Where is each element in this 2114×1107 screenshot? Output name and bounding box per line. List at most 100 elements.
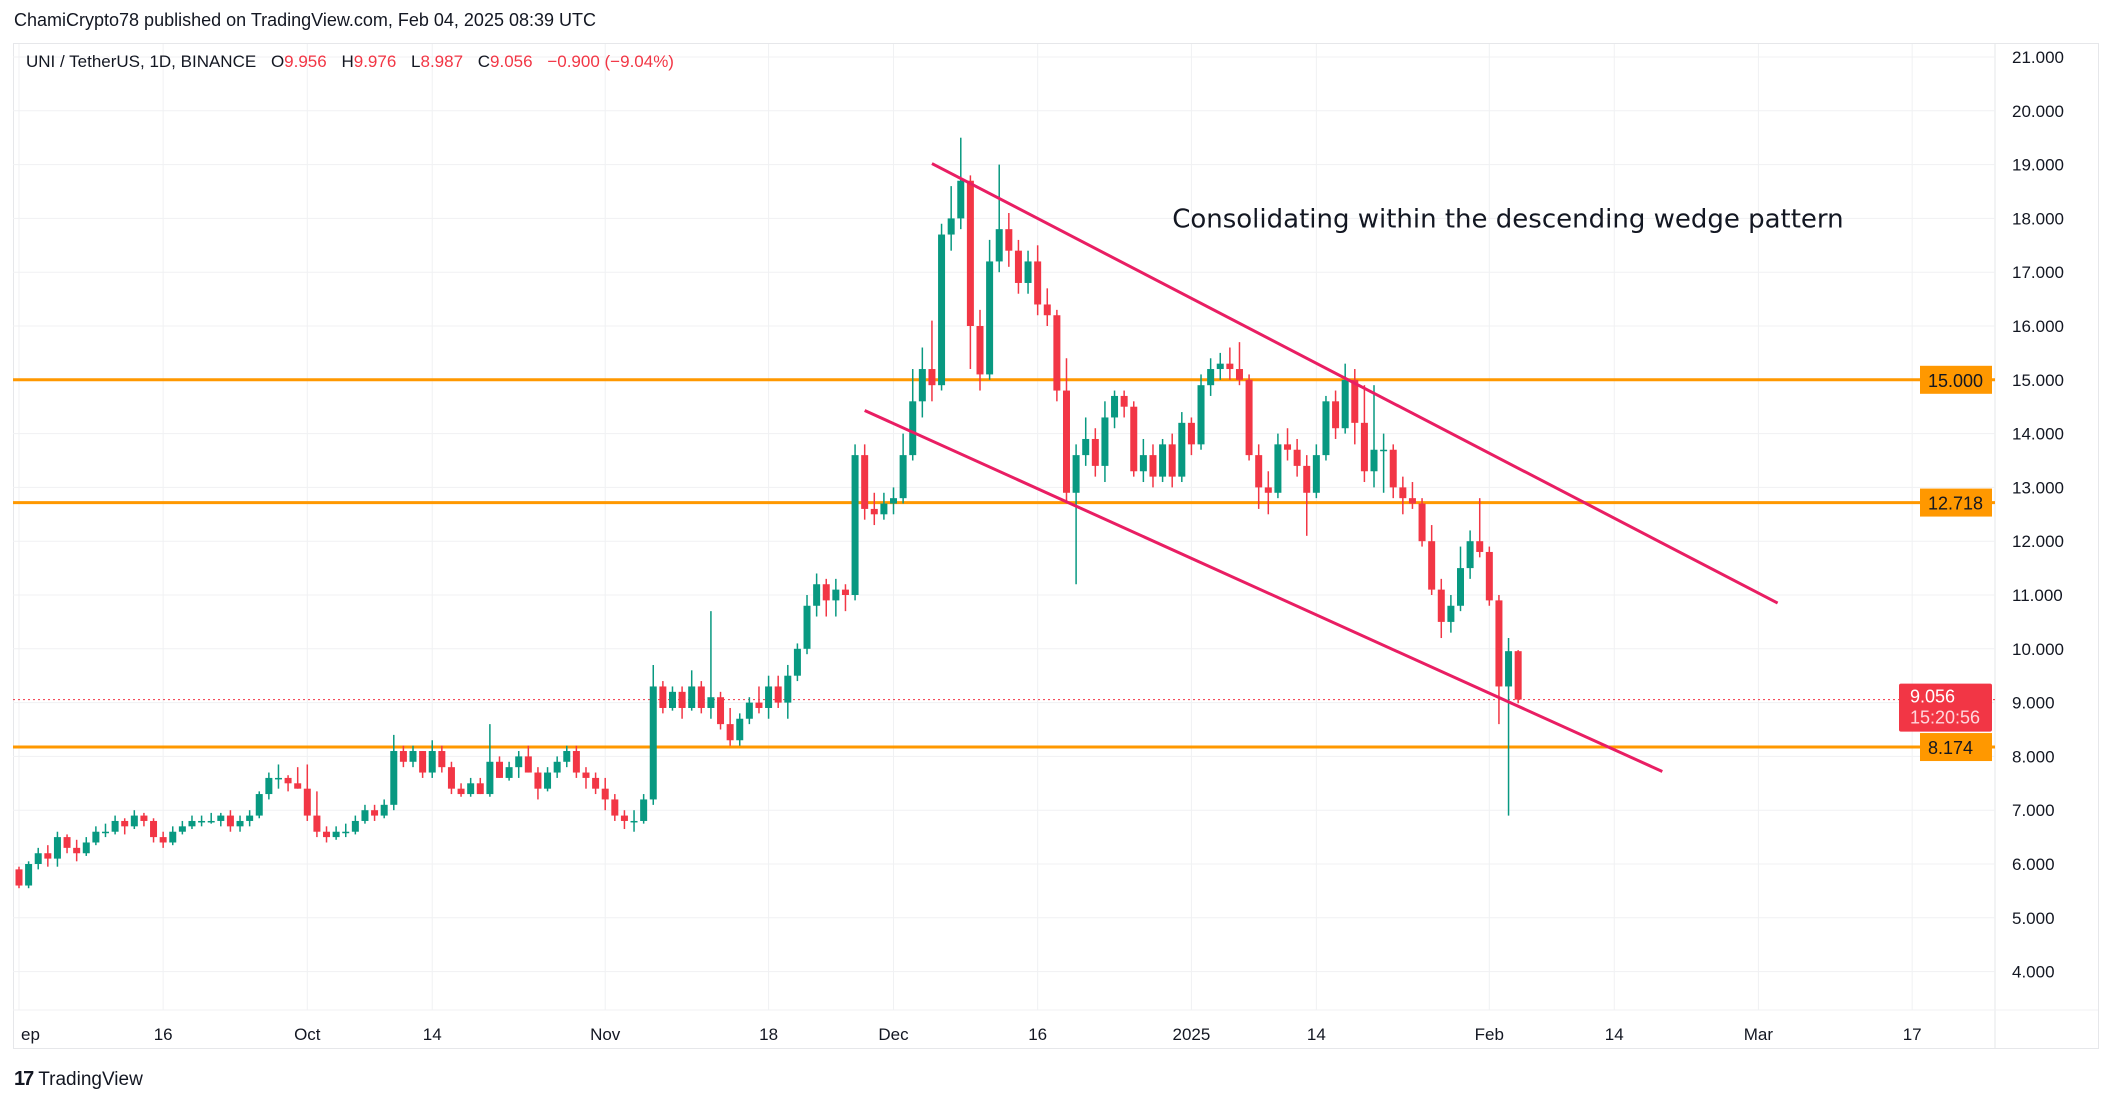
candle[interactable]: [592, 772, 600, 795]
candle[interactable]: [92, 826, 100, 846]
candle[interactable]: [44, 845, 52, 867]
candle[interactable]: [1072, 444, 1080, 585]
candle[interactable]: [351, 815, 359, 835]
candle[interactable]: [1207, 358, 1215, 396]
candle[interactable]: [784, 664, 792, 719]
candle[interactable]: [1178, 412, 1186, 483]
candle[interactable]: [870, 492, 878, 526]
candle[interactable]: [1389, 444, 1397, 499]
candle[interactable]: [496, 756, 503, 778]
candle[interactable]: [313, 791, 321, 838]
candle[interactable]: [159, 831, 167, 848]
candle[interactable]: [976, 309, 984, 391]
candle[interactable]: [150, 818, 158, 843]
candle[interactable]: [130, 810, 138, 830]
candle[interactable]: [82, 837, 90, 856]
lower-wedge-trendline[interactable]: [864, 409, 1663, 773]
candle[interactable]: [1082, 417, 1090, 466]
candle[interactable]: [601, 777, 609, 811]
candle[interactable]: [399, 745, 407, 768]
candle[interactable]: [1034, 245, 1042, 316]
candle[interactable]: [755, 686, 763, 714]
candle[interactable]: [841, 584, 849, 612]
candle[interactable]: [1101, 401, 1109, 483]
candle[interactable]: [255, 791, 263, 819]
candle[interactable]: [938, 223, 946, 391]
candle[interactable]: [323, 826, 331, 843]
candle[interactable]: [207, 812, 215, 824]
candle[interactable]: [515, 751, 523, 778]
candle[interactable]: [1332, 390, 1340, 439]
candle[interactable]: [1264, 471, 1272, 515]
candle[interactable]: [1062, 358, 1070, 504]
candle[interactable]: [284, 775, 292, 792]
candle[interactable]: [1408, 482, 1416, 509]
candle[interactable]: [726, 707, 734, 746]
candle[interactable]: [563, 745, 571, 768]
footer-brand[interactable]: 17 TradingView: [14, 1068, 143, 1091]
candle[interactable]: [1159, 438, 1167, 483]
candle[interactable]: [793, 643, 801, 682]
candle[interactable]: [246, 810, 254, 827]
candle[interactable]: [486, 724, 494, 797]
candle[interactable]: [717, 691, 725, 730]
candle[interactable]: [1505, 638, 1513, 816]
candle[interactable]: [957, 137, 965, 230]
candle[interactable]: [438, 745, 446, 773]
candle[interactable]: [447, 761, 455, 795]
candle[interactable]: [361, 804, 369, 824]
candle[interactable]: [111, 815, 119, 835]
candle[interactable]: [178, 820, 186, 835]
candle[interactable]: [1111, 390, 1119, 429]
candle[interactable]: [803, 595, 811, 655]
candle[interactable]: [1284, 428, 1292, 461]
candle[interactable]: [1168, 433, 1176, 488]
candle[interactable]: [121, 818, 129, 835]
candle[interactable]: [1360, 385, 1368, 483]
candle[interactable]: [294, 767, 302, 789]
candle[interactable]: [1187, 417, 1195, 456]
candle[interactable]: [524, 745, 532, 773]
candle[interactable]: [476, 777, 484, 795]
candle[interactable]: [966, 175, 974, 370]
candle[interactable]: [899, 433, 907, 504]
candle[interactable]: [909, 369, 917, 461]
candle[interactable]: [198, 815, 206, 827]
candle[interactable]: [101, 823, 109, 838]
candle[interactable]: [188, 815, 196, 830]
candle[interactable]: [1418, 498, 1426, 547]
candle[interactable]: [390, 734, 398, 811]
candle[interactable]: [63, 834, 71, 854]
candle[interactable]: [1149, 444, 1157, 488]
price-axis[interactable]: 21.000 20.000 19.000 18.000 17.000 16.000 15.0…: [2012, 48, 2064, 982]
candle[interactable]: [53, 831, 61, 867]
candle[interactable]: [947, 186, 955, 251]
candle[interactable]: [1245, 374, 1253, 461]
candle[interactable]: [265, 772, 273, 800]
candle[interactable]: [1216, 352, 1224, 380]
candle[interactable]: [467, 777, 475, 797]
candle[interactable]: [1091, 428, 1099, 477]
candle[interactable]: [630, 810, 638, 832]
candle[interactable]: [1322, 395, 1330, 461]
candle[interactable]: [995, 164, 1003, 273]
candle[interactable]: [832, 578, 840, 617]
candle[interactable]: [1380, 433, 1388, 493]
candle[interactable]: [217, 812, 225, 827]
candle[interactable]: [1120, 390, 1128, 418]
candle[interactable]: [1466, 530, 1474, 579]
candle[interactable]: [342, 823, 350, 838]
candle[interactable]: [986, 239, 994, 380]
candle[interactable]: [572, 745, 580, 778]
candle[interactable]: [1014, 239, 1022, 294]
candle[interactable]: [1043, 288, 1051, 326]
candle[interactable]: [1274, 433, 1282, 499]
upper-wedge-trendline[interactable]: [931, 162, 1779, 605]
candle[interactable]: [774, 675, 782, 708]
candle[interactable]: [1457, 546, 1464, 612]
candle[interactable]: [1495, 595, 1503, 725]
candle[interactable]: [1226, 347, 1234, 380]
candle[interactable]: [1303, 455, 1311, 536]
candle[interactable]: [890, 487, 898, 515]
